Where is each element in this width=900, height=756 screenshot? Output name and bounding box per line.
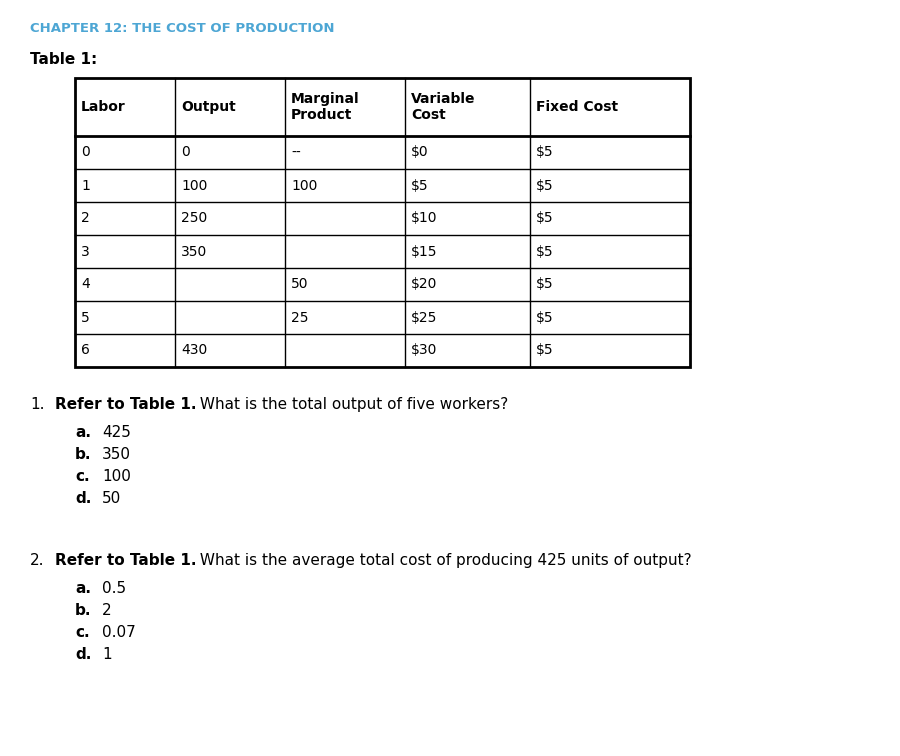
Text: $5: $5 <box>536 277 554 292</box>
Text: b.: b. <box>75 603 92 618</box>
Text: a.: a. <box>75 425 91 440</box>
Text: Marginal
Product: Marginal Product <box>291 92 360 122</box>
Text: $30: $30 <box>411 343 437 358</box>
Text: 430: 430 <box>181 343 207 358</box>
Text: 1: 1 <box>81 178 90 193</box>
Text: $5: $5 <box>536 343 554 358</box>
Text: 100: 100 <box>181 178 207 193</box>
Text: What is the total output of five workers?: What is the total output of five workers… <box>195 397 508 412</box>
Text: 6: 6 <box>81 343 90 358</box>
Text: d.: d. <box>75 647 92 662</box>
Text: $0: $0 <box>411 145 428 160</box>
Text: $5: $5 <box>411 178 428 193</box>
Text: 5: 5 <box>81 311 90 324</box>
Text: 0: 0 <box>181 145 190 160</box>
Text: a.: a. <box>75 581 91 596</box>
Text: 1.: 1. <box>30 397 44 412</box>
Text: $15: $15 <box>411 244 437 259</box>
Text: --: -- <box>291 145 301 160</box>
Text: 2: 2 <box>81 212 90 225</box>
Text: CHAPTER 12: THE COST OF PRODUCTION: CHAPTER 12: THE COST OF PRODUCTION <box>30 22 335 35</box>
Text: 100: 100 <box>291 178 318 193</box>
Text: 4: 4 <box>81 277 90 292</box>
Text: 50: 50 <box>102 491 122 506</box>
Text: 0: 0 <box>81 145 90 160</box>
Text: 0.07: 0.07 <box>102 625 136 640</box>
Text: c.: c. <box>75 625 90 640</box>
Text: 2: 2 <box>102 603 112 618</box>
Text: 425: 425 <box>102 425 130 440</box>
Text: $5: $5 <box>536 311 554 324</box>
Text: 3: 3 <box>81 244 90 259</box>
Text: 1: 1 <box>102 647 112 662</box>
Text: What is the average total cost of producing 425 units of output?: What is the average total cost of produc… <box>195 553 691 568</box>
Text: 100: 100 <box>102 469 130 484</box>
Text: 350: 350 <box>102 447 131 462</box>
Text: Table 1:: Table 1: <box>30 52 97 67</box>
Text: Fixed Cost: Fixed Cost <box>536 100 618 114</box>
Text: 2.: 2. <box>30 553 44 568</box>
Text: Variable
Cost: Variable Cost <box>411 92 475 122</box>
Text: $5: $5 <box>536 178 554 193</box>
Text: $25: $25 <box>411 311 437 324</box>
Text: 25: 25 <box>291 311 309 324</box>
Text: 50: 50 <box>291 277 309 292</box>
Text: $10: $10 <box>411 212 437 225</box>
Text: d.: d. <box>75 491 92 506</box>
Text: c.: c. <box>75 469 90 484</box>
Text: 0.5: 0.5 <box>102 581 126 596</box>
Text: 350: 350 <box>181 244 207 259</box>
Text: $5: $5 <box>536 145 554 160</box>
Text: b.: b. <box>75 447 92 462</box>
Text: Refer to Table 1.: Refer to Table 1. <box>55 397 196 412</box>
Text: $20: $20 <box>411 277 437 292</box>
Text: 250: 250 <box>181 212 207 225</box>
Text: Output: Output <box>181 100 236 114</box>
Text: $5: $5 <box>536 244 554 259</box>
Bar <box>75 78 690 367</box>
Text: $5: $5 <box>536 212 554 225</box>
Text: Labor: Labor <box>81 100 126 114</box>
Text: Refer to Table 1.: Refer to Table 1. <box>55 553 196 568</box>
